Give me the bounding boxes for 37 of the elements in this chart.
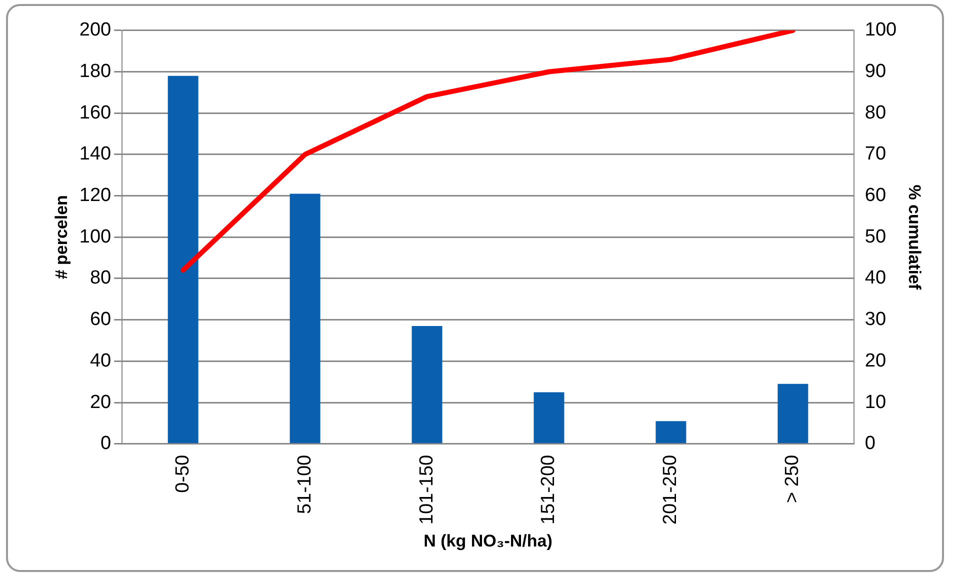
y2-tick-label: 20 bbox=[864, 350, 886, 372]
x-axis-title: N (kg NO₃-N/ha) bbox=[424, 531, 552, 550]
bar bbox=[534, 392, 564, 444]
y-tick-label: 100 bbox=[79, 226, 112, 248]
x-tick-label: 101-150 bbox=[416, 454, 438, 525]
y2-tick-label: 40 bbox=[864, 268, 886, 289]
x-tick-label: > 250 bbox=[782, 454, 804, 503]
y2-tick-label: 0 bbox=[864, 433, 876, 454]
bar bbox=[168, 76, 198, 444]
y-tick-label: 200 bbox=[79, 20, 112, 41]
x-tick-label: 201-250 bbox=[660, 454, 682, 525]
y-tick-label: 0 bbox=[100, 433, 112, 454]
y2-axis-title: % cumulatief bbox=[905, 184, 924, 290]
x-tick-label: 151-200 bbox=[538, 454, 560, 525]
y-tick-label: 60 bbox=[90, 309, 112, 330]
y-tick-label: 20 bbox=[90, 392, 112, 413]
y2-tick-label: 50 bbox=[864, 226, 886, 248]
y-tick-label: 120 bbox=[79, 185, 112, 206]
bar bbox=[656, 421, 686, 444]
x-tick-label: 51-100 bbox=[294, 454, 316, 514]
y2-tick-label: 60 bbox=[864, 185, 886, 206]
y2-tick-label: 100 bbox=[864, 20, 897, 41]
x-tick-label: 0-50 bbox=[172, 454, 194, 493]
y2-tick-label: 10 bbox=[864, 392, 886, 413]
bar bbox=[778, 384, 808, 444]
y2-tick-label: 80 bbox=[864, 102, 886, 124]
bar bbox=[290, 194, 320, 444]
y-tick-label: 40 bbox=[90, 350, 112, 372]
y2-tick-label: 90 bbox=[864, 60, 886, 82]
y-tick-label: 140 bbox=[79, 144, 112, 165]
y-tick-label: 80 bbox=[90, 268, 112, 289]
y-tick-label: 180 bbox=[79, 60, 112, 82]
y-axis-title: # percelen bbox=[52, 195, 71, 280]
y2-tick-label: 70 bbox=[864, 144, 886, 165]
y-tick-label: 160 bbox=[79, 102, 112, 124]
y2-tick-label: 30 bbox=[864, 309, 886, 330]
bar bbox=[412, 326, 442, 444]
